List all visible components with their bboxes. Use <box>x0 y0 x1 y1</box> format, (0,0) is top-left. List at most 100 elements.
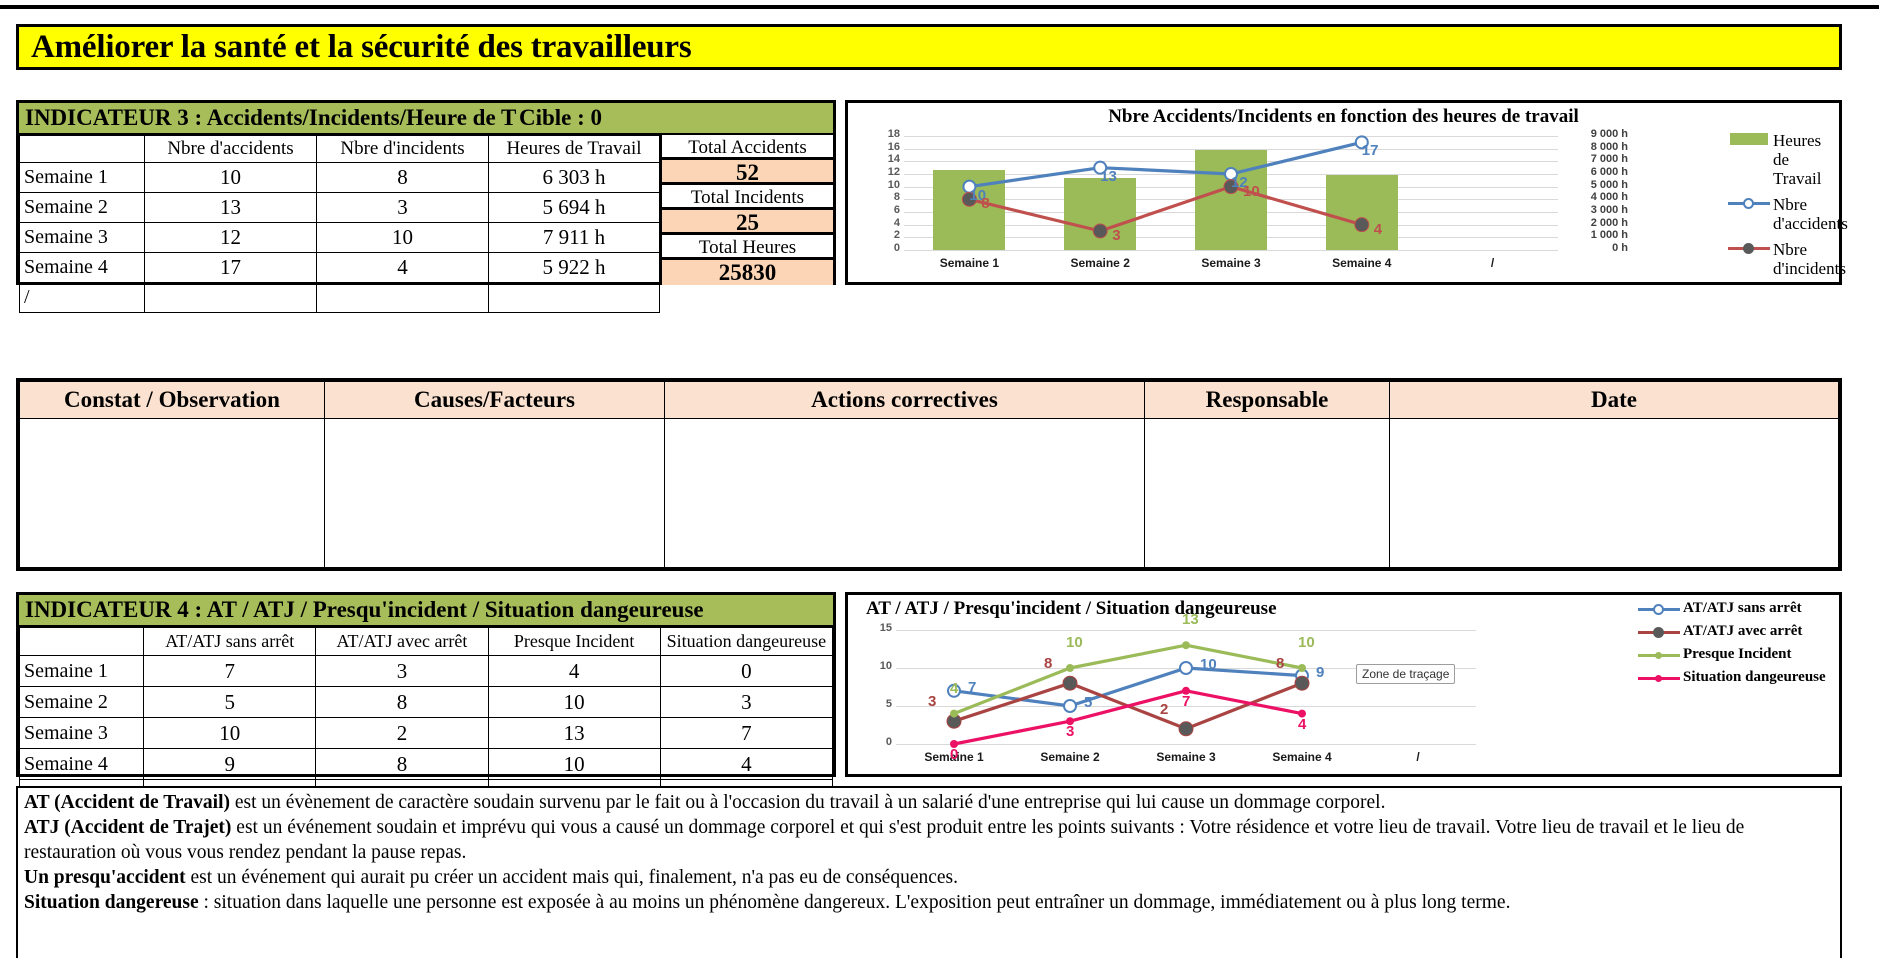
cell-hours: 5 922 h <box>488 252 660 283</box>
cell-presque: 13 <box>487 717 661 749</box>
col-accidents: Nbre d'accidents <box>144 135 317 163</box>
cell-accidents: 12 <box>144 222 317 253</box>
legend-item[interactable]: Situation dangeureuse <box>1638 670 1838 686</box>
table-row: Semaine 2 13 3 5 694 h <box>19 192 660 223</box>
indicator3-heading: INDICATEUR 3 : Accidents/Incidents/Heure… <box>25 105 517 130</box>
legend-key-icon <box>1638 624 1680 640</box>
secondary-y-axis-tick: 2 000 h <box>1590 216 1628 229</box>
chart1-legend[interactable]: Heures de Travail Nbre d'accidents Nbre d'… <box>1728 131 1848 285</box>
indicator3-table-wrap: Nbre d'accidents Nbre d'incidents Heures… <box>19 135 660 313</box>
x-axis-tick: / <box>1490 256 1495 270</box>
data-label: 8 <box>981 195 990 213</box>
table-row: Semaine 4 17 4 5 922 h <box>19 252 660 283</box>
definition-presquaccident-term: Un presqu'accident <box>24 867 186 888</box>
table-row: Semaine 2 5 8 10 3 <box>18 686 834 718</box>
indicator3-totals: Total Accidents 52 Total Incidents 25 To… <box>659 135 833 285</box>
table-row: / <box>19 282 660 313</box>
y-axis-tick: 4 <box>893 216 900 229</box>
legend-label: Nbre d'incidents <box>1773 240 1846 278</box>
secondary-y-axis-tick: 5 000 h <box>1590 178 1628 191</box>
cell-avec: 8 <box>315 686 489 718</box>
cell-causes[interactable] <box>324 418 665 568</box>
data-label: 2 <box>1160 700 1169 718</box>
indicator4-header: INDICATEUR 4 : AT / ATJ / Presqu'inciden… <box>19 595 833 627</box>
legend-item[interactable]: Nbre d'accidents <box>1728 195 1848 233</box>
table-header-row: AT/ATJ sans arrêt AT/ATJ avec arrêt Pres… <box>18 627 834 656</box>
y-axis-tick: 6 <box>893 204 900 216</box>
x-axis-tick: Semaine 2 <box>1040 750 1100 764</box>
secondary-y-axis-tick: 1 000 h <box>1590 229 1628 242</box>
col-situation-dangereuse: Situation dangeureuse <box>659 627 834 656</box>
legend-label: Situation dangeureuse <box>1683 669 1826 685</box>
cell-situation: 4 <box>659 748 834 780</box>
actions-row[interactable] <box>19 418 1839 568</box>
legend-item[interactable]: AT/ATJ avec arrêt <box>1638 624 1838 640</box>
actions-table-panel: Constat / Observation Causes/Facteurs Ac… <box>16 378 1842 571</box>
legend-label: Nbre d'accidents <box>1773 195 1848 233</box>
legend-item[interactable]: Heures de Travail <box>1728 131 1840 188</box>
chart2-plot-area[interactable]: 0 5 10 15 Semaine 1 Semaine 2 Semaine 3 Semaine… <box>856 611 1656 770</box>
cell-incidents <box>316 282 489 313</box>
legend-label: Heures de Travail <box>1773 131 1822 188</box>
cell-sans: 7 <box>143 655 317 687</box>
chart2-title: AT / ATJ / Presqu'incident / Situation d… <box>866 598 1277 619</box>
x-axis-tick: Semaine 3 <box>1156 750 1216 764</box>
cell-avec: 3 <box>315 655 489 687</box>
cell-constat[interactable] <box>19 418 325 568</box>
data-label: 4 <box>1298 715 1307 733</box>
x-axis-tick: Semaine 4 <box>1272 750 1332 764</box>
cell-actions-correctives[interactable] <box>664 418 1145 568</box>
data-label: 13 <box>1182 611 1199 629</box>
row-week: / <box>19 282 145 313</box>
data-label: 5 <box>1084 694 1093 711</box>
data-label: 3 <box>1066 723 1075 741</box>
total-incidents-value: 25 <box>662 210 833 235</box>
chart-at-atj-presquincident[interactable]: AT / ATJ / Presqu'incident / Situation d… <box>845 592 1842 777</box>
data-label: 10 <box>1066 634 1083 651</box>
col-presque-incident: Presque Incident <box>487 627 661 656</box>
definition-situation-term: Situation dangereuse <box>24 892 199 913</box>
col-causes: Causes/Facteurs <box>324 381 665 419</box>
legend-item[interactable]: Nbre d'incidents <box>1728 240 1846 278</box>
definition-atj-text: est un événement soudain et imprévu qui … <box>24 817 1745 863</box>
legend-key-icon <box>1638 670 1680 686</box>
gridline <box>904 136 1558 137</box>
cell-accidents <box>144 282 317 313</box>
indicator3-table: Nbre d'accidents Nbre d'incidents Heures… <box>19 135 660 313</box>
data-label: 3 <box>1112 227 1121 244</box>
legend-key-icon <box>1728 131 1770 147</box>
definition-presquaccident: Un presqu'accident est un événement qui … <box>24 865 1836 890</box>
legend-item[interactable]: Presque Incident <box>1638 647 1838 663</box>
col-responsable: Responsable <box>1144 381 1390 419</box>
legend-key-icon <box>1638 647 1680 663</box>
cell-presque: 10 <box>487 748 661 780</box>
cell-accidents: 13 <box>144 192 317 223</box>
table-row: Semaine 4 9 8 10 4 <box>18 748 834 780</box>
definition-atj: ATJ (Accident de Trajet) est un événemen… <box>24 815 1836 865</box>
y-axis-tick: 15 <box>879 622 892 634</box>
cell-avec: 8 <box>315 748 489 780</box>
cell-responsable[interactable] <box>1144 418 1390 568</box>
table-row: Semaine 1 10 8 6 303 h <box>19 162 660 193</box>
definition-at: AT (Accident de Travail) est un évènemen… <box>24 790 1836 815</box>
cell-presque: 10 <box>487 686 661 718</box>
col-date: Date <box>1389 381 1839 419</box>
secondary-y-axis-tick: 8 000 h <box>1590 140 1628 153</box>
total-incidents-label: Total Incidents <box>662 185 833 210</box>
bar[interactable] <box>1195 149 1267 250</box>
bar[interactable] <box>1325 174 1398 250</box>
chart-accidents-incidents-hours[interactable]: Nbre Accidents/Incidents en fonction des… <box>845 100 1848 285</box>
data-label: 10 <box>969 186 987 204</box>
definition-atj-term: ATJ (Accident de Trajet) <box>24 817 232 838</box>
x-axis-tick: Semaine 3 <box>1201 256 1261 270</box>
chart2-legend[interactable]: AT/ATJ sans arrêt AT/ATJ avec arrêt Presqu… <box>1638 601 1838 693</box>
table-header-row: Nbre d'accidents Nbre d'incidents Heures… <box>19 135 660 163</box>
definition-presquaccident-text: est un événement qui aurait pu créer un … <box>185 867 959 888</box>
legend-item[interactable]: AT/ATJ sans arrêt <box>1638 601 1838 617</box>
col-actions-correctives: Actions correctives <box>664 381 1145 419</box>
legend-label: AT/ATJ sans arrêt <box>1683 600 1802 616</box>
legend-key-icon <box>1638 601 1680 617</box>
cell-date[interactable] <box>1389 418 1839 568</box>
secondary-y-axis-tick: 0 h <box>1612 242 1628 254</box>
